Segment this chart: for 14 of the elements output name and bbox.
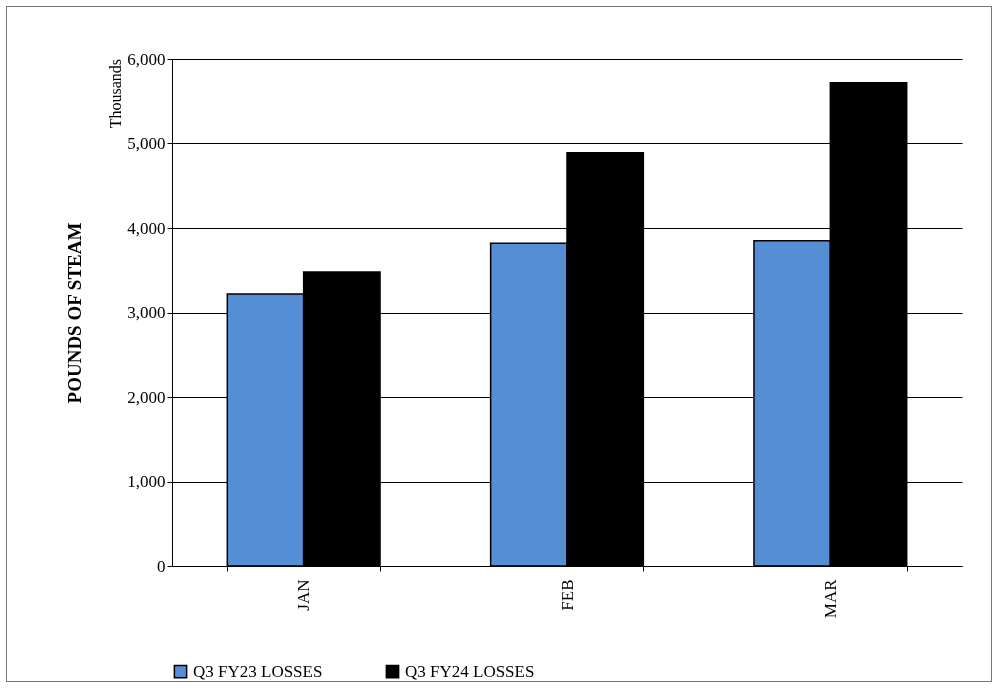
x-tick-label: MAR (820, 578, 840, 619)
x-tick-label: FEB (557, 579, 577, 611)
y-axis-title: POUNDS OF STEAM (64, 222, 86, 404)
y-tick-label: 2,000 (127, 387, 166, 407)
y-tick-label: 1,000 (127, 472, 166, 491)
y-tick-label: 4,000 (127, 218, 166, 238)
y-tick-label: 3,000 (127, 303, 166, 322)
y-tick-label: 6,000 (127, 49, 166, 69)
y-tick-label: 0 (157, 556, 166, 576)
legend-label: Q3 FY23 LOSSES (193, 661, 323, 681)
text: Thousands (107, 59, 124, 129)
y-tick-label: 5,000 (127, 134, 166, 153)
x-tick-label: JAN (294, 579, 314, 611)
legend-label: Q3 FY24 LOSSES (405, 661, 535, 681)
